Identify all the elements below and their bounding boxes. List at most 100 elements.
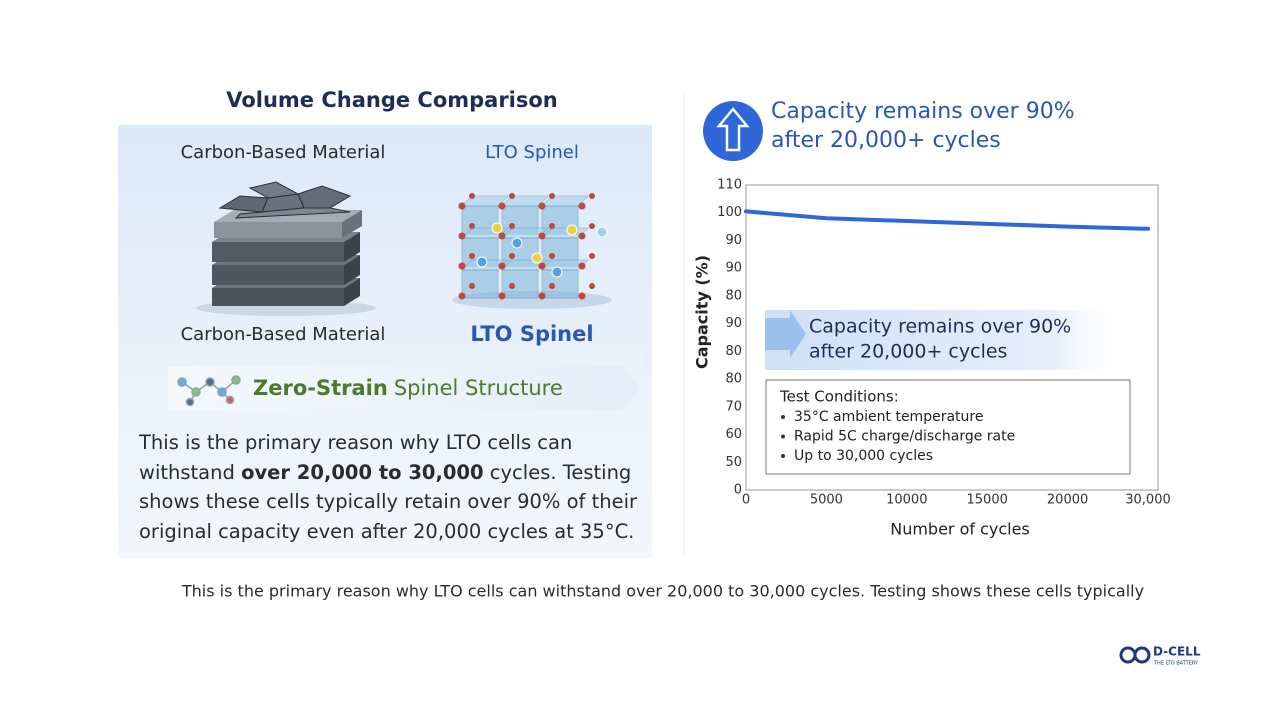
callout-text: Capacity remains over 90%	[809, 316, 1071, 338]
logo-name: D-CELL	[1153, 645, 1201, 659]
atom	[578, 292, 586, 300]
logo-tagline: THE LTO BATTERY	[1153, 661, 1199, 667]
atom	[578, 262, 586, 270]
bullet	[781, 454, 785, 458]
molecule-icon	[177, 375, 241, 407]
atom	[509, 253, 515, 259]
y-tick-label: 100	[717, 205, 742, 220]
y-tick-label: 110	[717, 178, 742, 193]
atom	[549, 283, 555, 289]
bullet	[781, 434, 785, 439]
left-title: Volume Change Comparison	[226, 88, 558, 112]
atom	[551, 266, 563, 278]
atom	[509, 223, 515, 229]
banner-text: Zero-Strain Spinel Structure	[253, 376, 563, 400]
condition: Up to 30,000 cycles	[794, 448, 933, 464]
line-series	[744, 209, 1150, 231]
y-tick-label: 80	[725, 288, 742, 303]
condition: Rapid 5C charge/discharge rate	[794, 429, 1015, 445]
y-tick-label: 90	[725, 233, 742, 248]
atom	[458, 202, 466, 210]
atom	[458, 232, 466, 240]
bullet	[781, 415, 785, 419]
atom	[549, 253, 555, 259]
heading: Capacity remains over 90%	[771, 99, 1075, 124]
atom	[596, 226, 608, 238]
x-tick-label: 0	[742, 493, 750, 508]
y-tick-label: 80	[725, 344, 742, 359]
label: LTO Spinel	[485, 142, 579, 163]
label: LTO Spinel	[470, 322, 593, 346]
para-text: cycles. Testing shows these cells typica…	[139, 460, 638, 543]
atom	[498, 292, 506, 300]
lto-lattice	[452, 193, 612, 309]
atom	[538, 292, 546, 300]
atom	[578, 202, 586, 210]
callout-text: after 20,000+ cycles	[809, 341, 1007, 363]
atom	[589, 253, 595, 259]
up-arrow	[716, 107, 750, 152]
label: Carbon-Based Material	[181, 324, 386, 345]
x-tick-label: 20000	[1047, 493, 1088, 508]
para-bold: over 20,000 to 30,000	[241, 460, 484, 484]
x-tick-label: 10000	[886, 493, 927, 508]
x-tick-label: 5000	[810, 493, 843, 508]
callout-arrow	[765, 310, 806, 358]
atom	[491, 222, 503, 234]
para-text: This is the primary reason why LTO cells…	[139, 431, 573, 484]
cell	[501, 269, 539, 299]
atom	[589, 223, 595, 229]
atom	[469, 223, 475, 229]
y-tick-label: 70	[725, 399, 742, 414]
y-axis-title: Capacity (%)	[693, 255, 712, 369]
atom	[538, 202, 546, 210]
x-axis-title: Number of cycles	[890, 520, 1030, 539]
banner	[168, 366, 640, 410]
x-tick-label: 30,000	[1125, 493, 1171, 508]
atom	[458, 292, 466, 300]
atom	[498, 262, 506, 270]
caption: This is the primary reason why LTO cells…	[181, 582, 1144, 601]
atom	[538, 262, 546, 270]
callout-band	[765, 310, 1125, 370]
carbon-slabs	[196, 181, 376, 316]
atom	[549, 193, 555, 199]
atom	[469, 253, 475, 259]
paragraph: This is the primary reason why LTO cells…	[139, 428, 649, 546]
atom	[469, 283, 475, 289]
conditions-title: Test Conditions:	[779, 388, 899, 406]
x-tick-label: 15000	[967, 493, 1008, 508]
atom	[538, 232, 546, 240]
atom	[549, 223, 555, 229]
heading: after 20,000+ cycles	[771, 128, 1001, 153]
atom	[498, 232, 506, 240]
atom	[566, 224, 578, 236]
conditions-box	[765, 379, 1131, 475]
banner-bold: Zero-Strain	[253, 376, 388, 400]
y-tick-label: 90	[725, 261, 742, 276]
atom	[531, 252, 543, 264]
y-tick-label: 60	[725, 427, 742, 442]
logo: D-CELL THE LTO BATTERY	[1119, 645, 1201, 667]
atom	[589, 283, 595, 289]
atom	[578, 232, 586, 240]
condition: 35°C ambient temperature	[794, 409, 983, 425]
banner-rest: Spinel Structure	[394, 376, 563, 400]
cell	[461, 269, 499, 299]
atom	[589, 193, 595, 199]
label: Carbon-Based Material	[181, 142, 386, 163]
y-tick-label: 80	[725, 372, 742, 387]
y-tick-label: 50	[725, 455, 742, 470]
y-tick-label: 90	[725, 316, 742, 331]
y-tick-label: 0	[734, 483, 742, 498]
atom	[458, 262, 466, 270]
atom	[509, 283, 515, 289]
up-icon	[703, 101, 763, 161]
conditions-list: 35°C ambient temperature Rapid 5C charge/…	[781, 409, 1015, 464]
atom	[469, 193, 475, 199]
atom	[509, 193, 515, 199]
atom	[498, 202, 506, 210]
